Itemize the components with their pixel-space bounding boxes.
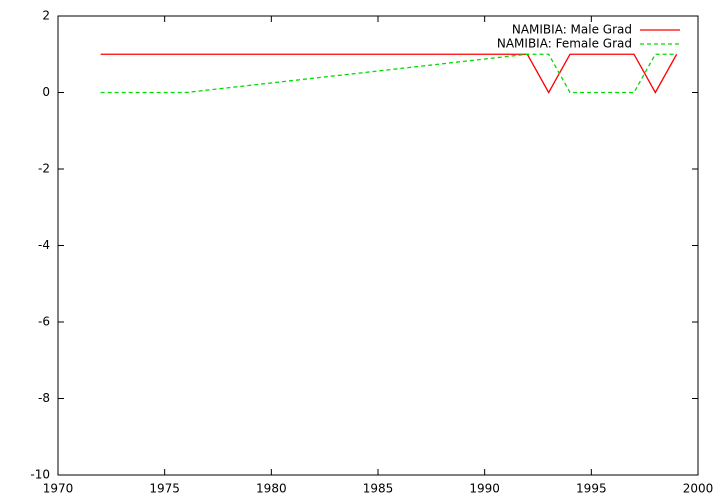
series-line [100,53,678,94]
y-tick-label: 2 [42,9,50,23]
x-tick-label: 1975 [149,482,180,496]
y-tick-label: -10 [30,468,50,482]
y-tick-label: -6 [38,315,50,329]
plot-frame [57,15,699,476]
y-tick-label: 0 [42,85,50,99]
x-tick-label: 1995 [576,482,607,496]
y-tick-label: -2 [38,162,50,176]
x-tick-label: 1985 [363,482,394,496]
x-tick-label: 1970 [43,482,74,496]
legend-label: NAMIBIA: Male Grad [512,23,632,37]
y-tick-label: -4 [38,238,50,252]
x-tick-label: 2000 [683,482,714,496]
x-tick-label: 1980 [256,482,287,496]
y-tick-label: -8 [38,391,50,405]
x-tick-label: 1990 [469,482,500,496]
series-line [100,53,677,94]
legend-label: NAMIBIA: Female Grad [497,37,632,51]
